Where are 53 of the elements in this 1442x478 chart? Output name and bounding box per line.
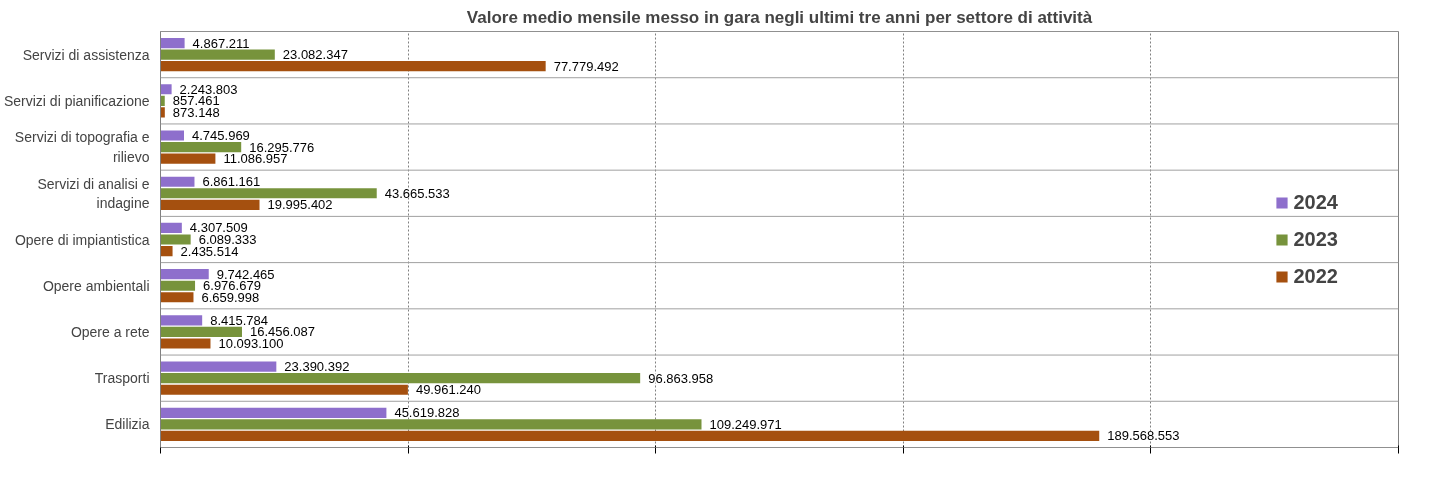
data-label: 43.665.533	[384, 185, 450, 201]
bar	[160, 176, 195, 187]
bar	[160, 245, 173, 257]
data-label: 49.961.240	[415, 382, 481, 398]
chart-title: Valore medio mensile messo in gara negli ultimi tre anni per settore di attività	[466, 7, 1093, 27]
y-tick-label: Servizi di pianificazione	[3, 92, 150, 109]
data-label: 23.082.347	[282, 47, 348, 63]
legend-label: 2022	[1293, 264, 1338, 288]
bar	[160, 430, 1100, 442]
y-tick-label: Trasporti	[94, 370, 150, 387]
bar	[160, 338, 211, 349]
data-label: 109.249.971	[709, 416, 782, 432]
bar	[160, 141, 242, 153]
legend-label: 2024	[1293, 190, 1338, 214]
data-label: 6.861.161	[202, 174, 261, 190]
bar	[160, 269, 209, 280]
bar	[160, 188, 377, 199]
bar	[160, 107, 165, 118]
bar	[160, 407, 387, 418]
data-label: 4.867.211	[192, 35, 250, 51]
bar	[160, 95, 165, 106]
bar	[160, 49, 275, 60]
bar	[160, 61, 546, 72]
y-tick-label: Servizi di analisi e indagine	[37, 175, 150, 211]
data-label: 96.863.958	[648, 370, 714, 386]
data-label: 45.619.828	[394, 405, 460, 421]
bar	[160, 419, 702, 430]
y-tick-label: Opere a rete	[70, 323, 150, 340]
bar	[160, 315, 203, 326]
bar	[160, 292, 194, 303]
data-label: 19.995.402	[267, 197, 333, 213]
bar	[160, 130, 184, 141]
bar	[160, 199, 260, 210]
bar	[160, 234, 191, 245]
data-label: 4.745.969	[192, 128, 250, 143]
y-tick-label: Edilizia	[105, 416, 150, 433]
bar	[160, 384, 408, 395]
bar	[160, 37, 185, 49]
data-label: 23.390.392	[284, 359, 350, 375]
bar	[160, 222, 182, 234]
bar	[160, 373, 641, 384]
data-label: 189.568.553	[1107, 428, 1180, 444]
y-tick-label: Opere ambientali	[42, 277, 150, 294]
y-tick-label: Servizi di topografia e rilievo	[14, 129, 150, 165]
data-label: 77.779.492	[553, 58, 619, 74]
bar	[160, 361, 277, 372]
bar	[160, 153, 216, 164]
y-tick-label: Opere di impiantistica	[14, 231, 150, 248]
bar	[160, 84, 172, 95]
bar	[160, 326, 242, 338]
legend-label: 2023	[1293, 227, 1338, 251]
y-tick-label: Servizi di assistenza	[22, 46, 150, 63]
bar	[160, 280, 196, 291]
